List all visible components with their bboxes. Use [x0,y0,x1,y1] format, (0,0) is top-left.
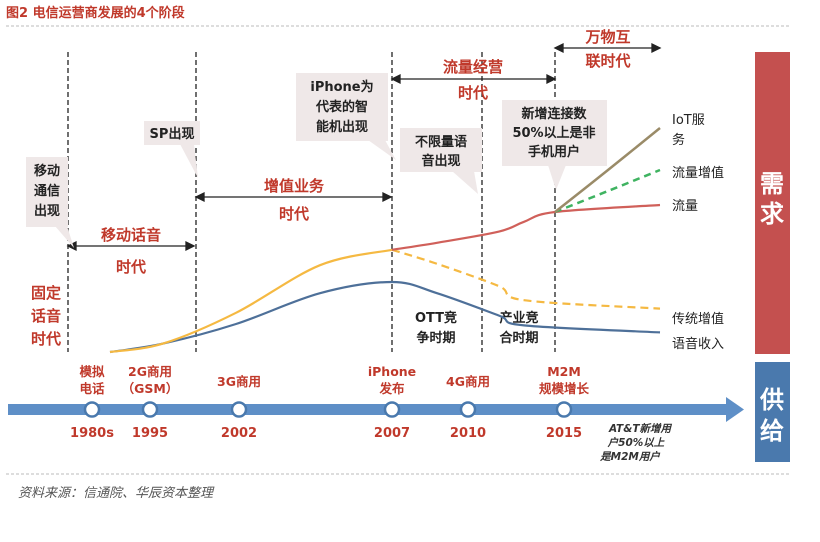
callout-newconn-line1: 新增连接数 [521,106,587,122]
period-industry-line2: 合时期 [499,330,538,346]
callout-box-new-connections [502,100,607,166]
series-label-iot-line2: 务 [672,132,685,148]
supply-label-2: 给 [760,417,784,445]
timeline-label-1980s-line1: 模拟 [79,364,105,379]
series-labels: IoT服 务 流量增值 流量 传统增值 语音收入 [672,113,724,352]
callout-box-mobile [26,157,68,227]
series-line-voice-revenue [109,280,661,354]
callout-mobile-line3: 出现 [34,203,60,219]
phase-traffic-ops-line2: 时代 [458,84,488,102]
timeline-year-1995: 1995 [132,426,168,441]
timeline-dot-2015 [555,401,573,418]
phase-iot-line1: 万物互 [584,28,630,46]
timeline-label-2015-line1: M2M [547,364,581,379]
phase-fixed-voice-line1: 固定 [31,284,61,302]
series-label-traffic-value: 流量增值 [672,165,724,181]
supply-label-1: 供 [759,386,784,414]
supply-bar [755,362,790,462]
period-ott-line1: OTT竞 [415,310,457,326]
period-labels: OTT竞 争时期 产业竞 合时期 [415,310,539,346]
timeline-label-1980s-line2: 电话 [79,381,105,396]
phase-mobile-voice-line1: 移动话音 [101,226,161,244]
demand-label-2: 求 [760,200,784,228]
timeline-note: AT&T新增用 户50%以上 是M2M用户 [599,422,672,463]
timeline-year-1980s: 1980s [70,426,114,441]
demand-bar [755,52,790,354]
timeline-dot-1995 [141,401,159,418]
timeline-label-1995-line1: 2G商用 [128,364,172,379]
callout-iphone-line1: iPhone为 [310,79,373,95]
series-label-legacy: 传统增值 [672,311,724,327]
timeline-dot-2010 [459,401,477,418]
timeline-note-line3: 是M2M用户 [599,450,660,463]
phase-value-added-line2: 时代 [279,205,309,223]
series-label-voice: 语音收入 [672,336,724,352]
timeline-bar [8,404,728,415]
period-ott-line2: 争时期 [416,330,455,346]
chart-series [109,127,661,354]
callout-texts: 移动 通信 出现 SP出现 iPhone为 代表的智 能机出现 不限量语 音出现… [34,79,596,219]
series-line-traffic [391,203,661,251]
timeline-note-line2: 户50%以上 [607,436,665,449]
timeline-note-line1: AT&T新增用 [608,422,673,435]
series-label-traffic: 流量 [672,199,698,214]
timeline-year-2015: 2015 [546,426,582,441]
callout-box-iphone [296,73,388,141]
callout-mobile-line1: 移动 [34,163,60,179]
timeline-label-1995-line2: （GSM） [122,381,179,396]
figure-title: 图2 电信运营商发展的4个阶段 [6,5,185,21]
timeline-year-2002: 2002 [221,426,257,441]
callout-unlimited-line2: 音出现 [421,153,460,169]
phase-fixed-voice-line3: 时代 [31,330,61,348]
series-label-iot-line1: IoT服 [672,113,705,128]
callout-iphone-line2: 代表的智 [315,99,368,115]
series-line-traffic-value-added [554,168,661,214]
timeline-label-2007-line1: iPhone [368,364,416,379]
series-line-legacy-value-added-dashed [391,248,661,310]
demand-label-1: 需 [760,170,784,198]
timeline-arrowhead [726,397,744,422]
phase-arrows [66,42,662,252]
callout-sp: SP出现 [150,126,195,142]
callout-mobile-line2: 通信 [34,183,60,199]
phase-value-added-line1: 增值业务 [264,177,325,195]
timeline-label-2007-line2: 发布 [378,381,405,396]
callout-iphone-line3: 能机出现 [316,119,368,135]
phase-iot-line2: 联时代 [585,52,630,70]
phase-mobile-voice-line2: 时代 [116,258,146,276]
callout-newconn-line3: 手机用户 [528,144,580,160]
phase-fixed-voice-line2: 话音 [31,307,61,325]
callout-box-sp [144,121,200,145]
phase-traffic-ops-line1: 流量经营 [443,58,503,76]
timeline-year-2010: 2010 [450,426,486,441]
callout-unlimited-line1: 不限量语 [415,135,467,150]
timeline-dot-1980s [83,401,101,418]
timeline-dot-2007 [383,401,401,418]
callout-boxes [26,73,607,248]
callout-newconn-line2: 50%以上是非 [512,125,595,141]
timeline-label-2015-line2: 规模增长 [539,381,590,396]
callout-box-unlimited [400,128,482,172]
source-note: 资料来源：信通院、华辰资本整理 [18,485,215,501]
series-line-legacy-value-added [109,248,393,354]
timeline-label-2002-line1: 3G商用 [217,374,261,389]
timeline-year-2007: 2007 [374,426,410,441]
series-line-iot-service [554,127,661,213]
timeline-dot-2002 [230,401,248,418]
phase-labels: 固定 话音 时代 移动话音 时代 增值业务 时代 流量经营 时代 万物互 联时代 [31,28,631,348]
timeline-label-2010-line1: 4G商用 [446,374,490,389]
